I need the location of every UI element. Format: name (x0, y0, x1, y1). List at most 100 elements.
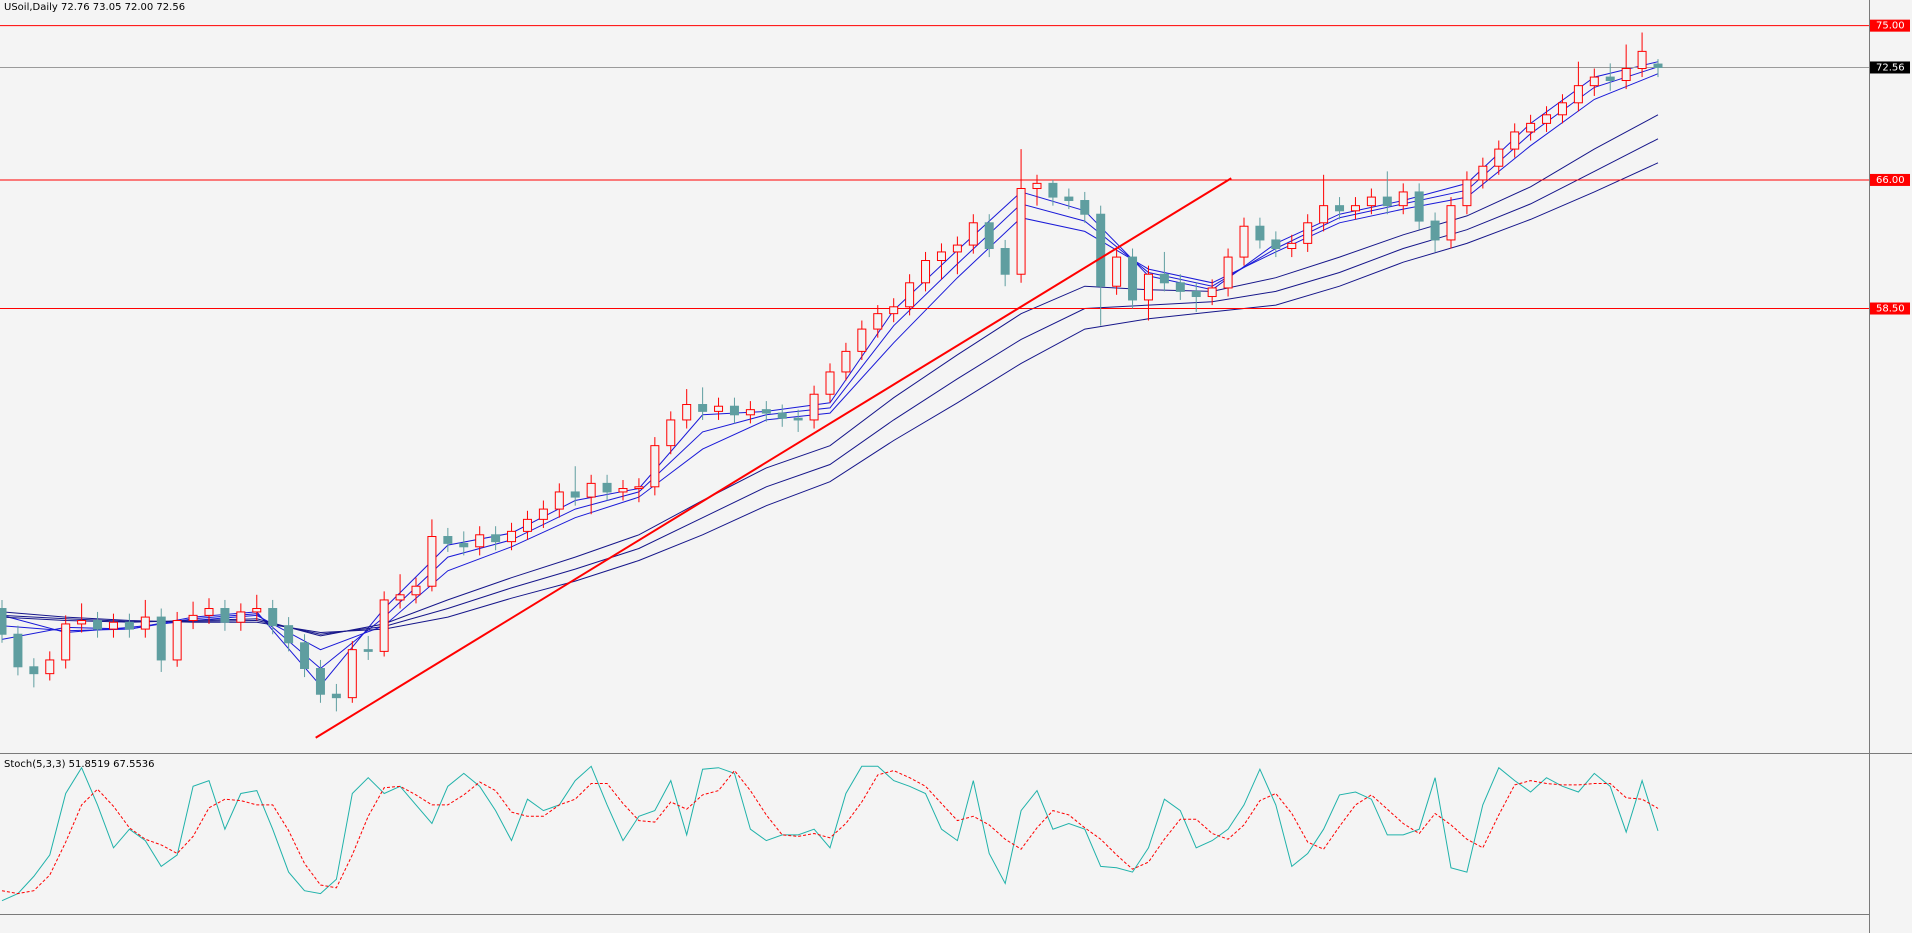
candle-body (1398, 191, 1408, 207)
candle-body (284, 625, 294, 644)
candle-body (825, 371, 835, 395)
candle-body (1048, 182, 1058, 198)
candle-body (1653, 63, 1663, 68)
candle-body (905, 282, 915, 308)
candle-body (984, 222, 994, 250)
candle-body (252, 608, 262, 613)
candle-body (1128, 256, 1138, 301)
stochastic-line (1, 765, 1659, 902)
candle-body (522, 518, 532, 532)
candle-body (1223, 256, 1233, 289)
candle-body (698, 404, 708, 412)
candle-body (45, 659, 55, 675)
candle-body (1605, 76, 1615, 82)
candle-body (1319, 205, 1329, 224)
candle-body (1287, 242, 1297, 250)
candle-body (1096, 213, 1106, 287)
last-price-box (1870, 61, 1910, 74)
candle-body (315, 668, 325, 695)
candle-body (1526, 122, 1536, 133)
candle-body (188, 614, 198, 622)
candle-body (1589, 76, 1599, 87)
candle-body (0, 608, 7, 635)
candle-body (586, 482, 596, 498)
candle-body (411, 585, 421, 596)
level-label: 75.00 (1876, 21, 1905, 32)
trend-line (315, 177, 1232, 739)
candle-body (459, 542, 469, 548)
candle-body (1191, 290, 1201, 298)
candle-body (93, 620, 103, 630)
candle-body (77, 620, 87, 625)
candle-body (1478, 165, 1488, 181)
candle-body (554, 491, 564, 510)
candle-body (1032, 182, 1042, 190)
candle-body (379, 599, 389, 652)
candle-body (204, 608, 214, 616)
candle-body (1303, 222, 1313, 244)
level-label: 58.50 (1876, 304, 1905, 315)
candle-body (921, 260, 931, 284)
candle-body (809, 393, 819, 421)
candle-body (29, 666, 39, 675)
candle-body (1446, 205, 1456, 241)
candle-body (1366, 196, 1376, 207)
candle-body (300, 642, 310, 670)
candle-body (729, 405, 739, 416)
candle-body (1080, 200, 1090, 215)
candle-body (395, 594, 405, 601)
candle-body (777, 412, 787, 419)
last-price-label: 72.56 (1876, 62, 1905, 73)
candle-body (347, 649, 357, 699)
candle-body (1175, 282, 1185, 292)
candle-body (491, 534, 501, 543)
marks-layer (0, 25, 1869, 902)
level-label-box (1870, 19, 1910, 32)
candle-body (745, 409, 755, 416)
candle-body (156, 616, 166, 661)
candle-body (1621, 68, 1631, 82)
candle-body (140, 616, 150, 630)
candle-body (1637, 50, 1647, 70)
candle-body (602, 482, 612, 493)
moving-average-line (1, 66, 1659, 670)
candle-body (1414, 191, 1424, 222)
candle-body (793, 417, 803, 421)
candle-body (666, 419, 676, 447)
candle-body (841, 350, 851, 373)
candle-body (61, 623, 71, 661)
candle-body (475, 534, 485, 548)
candle-body (1064, 196, 1074, 202)
candle-body (1462, 179, 1472, 207)
candle-body (618, 488, 628, 493)
candle-body (1207, 287, 1217, 298)
candle-body (1350, 205, 1360, 212)
candle-body (427, 536, 437, 587)
candle-body (936, 251, 946, 262)
moving-average-line (1, 138, 1659, 635)
level-label: 66.00 (1876, 175, 1905, 186)
candle-body (1510, 131, 1520, 150)
candle-body (13, 633, 23, 668)
candle-body (363, 649, 373, 652)
candle-body (682, 404, 692, 421)
candle-body (1159, 273, 1169, 284)
candle-body (507, 530, 517, 543)
candle-body (1335, 205, 1345, 212)
candle-body (108, 621, 118, 630)
candle-body (650, 445, 660, 488)
labels-layer: 75.00 66.00 58.50 72.56 (1870, 19, 1910, 315)
candle-body (714, 405, 724, 412)
moving-average-line (1, 162, 1659, 634)
candle-body (220, 608, 230, 623)
candle-body (570, 491, 580, 498)
candle-body (172, 620, 182, 661)
candle-body (889, 306, 899, 315)
candle-body (1573, 85, 1583, 104)
candle-body (1382, 196, 1392, 207)
level-label-box (1870, 173, 1910, 186)
candle-body (1112, 256, 1122, 287)
candle-body (1239, 225, 1249, 258)
